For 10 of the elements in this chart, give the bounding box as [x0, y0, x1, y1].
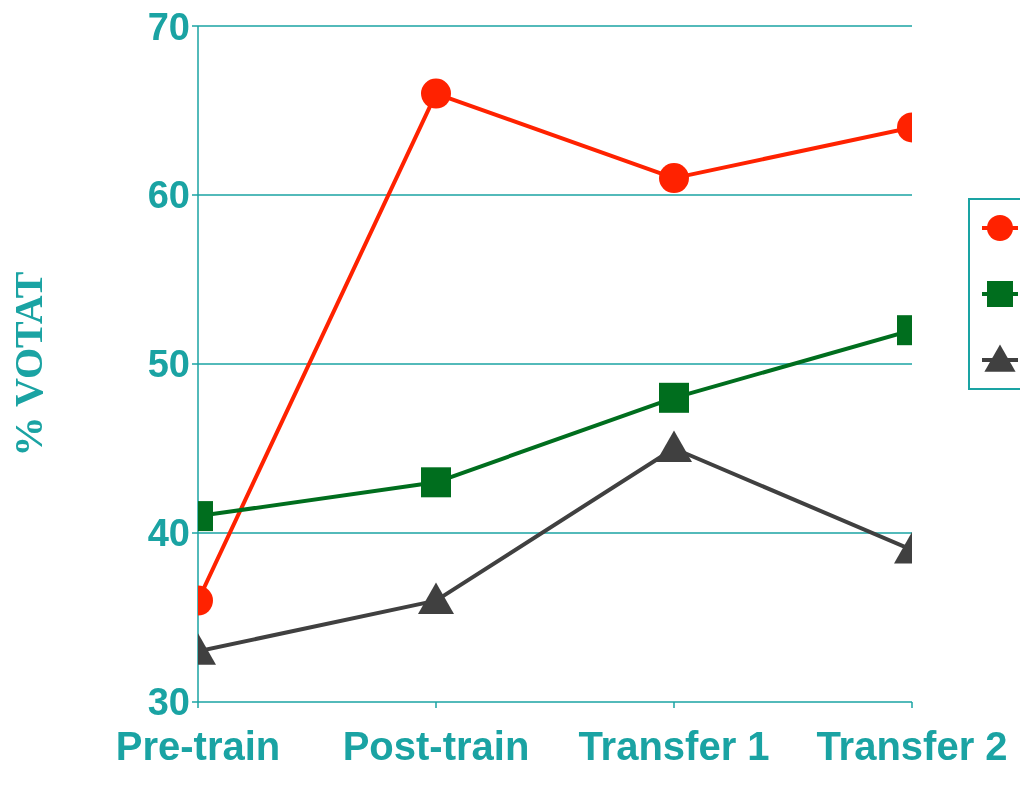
- x-tick-label: Post-train: [342, 724, 530, 769]
- y-tick-label: 70: [147, 5, 190, 48]
- y-tick-label: 30: [147, 681, 190, 724]
- y-tick-label: 60: [147, 174, 190, 217]
- x-tick-label: Transfer 1: [578, 724, 770, 769]
- y-axis-title: % VOTAT: [6, 271, 52, 457]
- y-tick-label: 40: [147, 512, 190, 555]
- y-tick-label: 50: [147, 343, 190, 386]
- x-tick-label: Pre-train: [115, 724, 281, 769]
- x-tick-label: Transfer 2: [816, 724, 1008, 769]
